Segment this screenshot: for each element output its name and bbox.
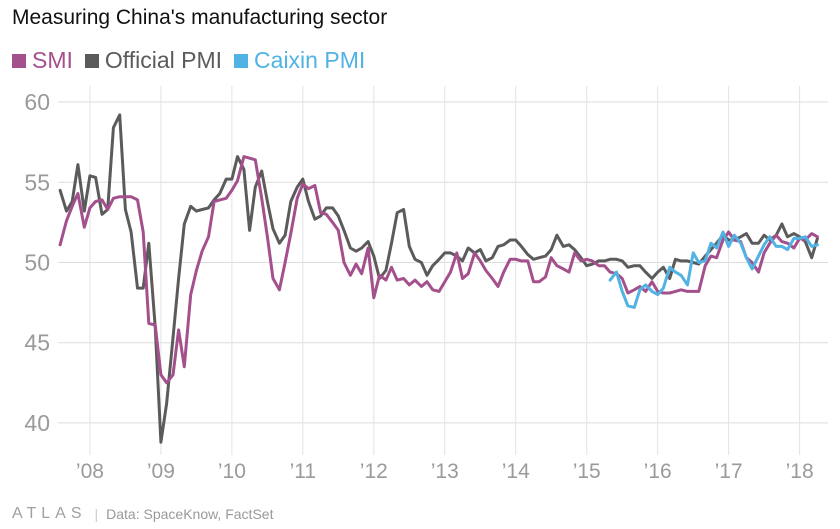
y-tick-label-45: 45 [24,330,50,356]
x-tick-label-2015: ’15 [573,460,601,483]
x-tick-label-2009: ’09 [147,460,175,483]
y-tick-label-55: 55 [24,169,50,195]
y-tick-label-50: 50 [24,249,50,275]
x-tick-label-2016: ’16 [644,460,672,483]
legend-swatch-official-pmi [84,53,99,68]
chart-footer: ATLAS | Data: SpaceKnow, FactSet [12,505,273,523]
x-tick-label-2018: ’18 [786,460,814,483]
x-tick-label-2014: ’14 [502,460,530,483]
legend-label-caixin-pmi: Caixin PMI [254,47,366,73]
chart-legend: SMI Official PMI Caixin PMI [12,47,377,74]
legend-label-smi: SMI [32,47,73,73]
atlas-logo: ATLAS [12,505,87,522]
footer-separator: | [94,506,99,522]
legend-swatch-caixin-pmi [234,53,249,68]
series-line-official-pmi [58,113,819,444]
chart-title: Measuring China's manufacturing sector [12,6,388,29]
legend-label-official-pmi: Official PMI [104,47,223,73]
series-line-smi [58,155,819,385]
legend-item-caixin-pmi: Caixin PMI [234,47,365,74]
x-tick-label-2013: ’13 [431,460,459,483]
x-tick-label-2011: ’11 [290,460,316,483]
legend-swatch-smi [12,53,26,68]
x-tick-label-2017: ’17 [715,460,743,483]
legend-item-official-pmi: Official PMI [84,47,223,74]
y-tick-label-60: 60 [24,89,50,115]
x-tick-label-2008: ’08 [76,460,104,483]
x-tick-label-2010: ’10 [218,460,246,483]
x-tick-label-2012: ’12 [360,460,388,483]
series-line-caixin-pmi [608,230,819,309]
y-tick-label-40: 40 [24,410,50,436]
legend-item-smi: SMI [12,47,73,74]
data-source: Data: SpaceKnow, FactSet [106,506,274,522]
